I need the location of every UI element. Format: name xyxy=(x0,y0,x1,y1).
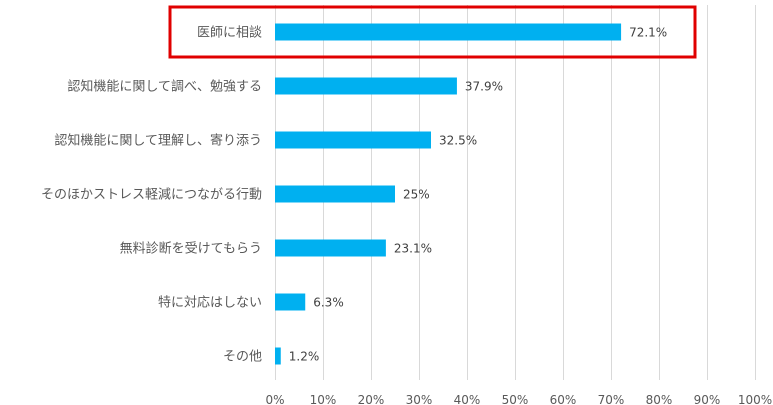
x-tick-label: 30% xyxy=(406,393,433,405)
bar xyxy=(275,239,386,257)
x-tick-label: 50% xyxy=(502,393,529,405)
data-label: 6.3% xyxy=(313,296,344,310)
grid-lines xyxy=(275,5,756,380)
bar xyxy=(275,23,622,41)
x-tick-label: 40% xyxy=(454,393,481,405)
x-tick-label: 60% xyxy=(550,393,577,405)
bar xyxy=(275,185,395,203)
category-label: 医師に相談 xyxy=(197,25,262,41)
category-label: 認知機能に関して理解し、寄り添う xyxy=(54,133,262,149)
data-label: 72.1% xyxy=(629,26,667,40)
bar xyxy=(275,293,306,311)
highlight-box xyxy=(168,5,697,59)
x-tick-label: 20% xyxy=(358,393,385,405)
x-tick-label: 90% xyxy=(694,393,721,405)
data-label: 37.9% xyxy=(465,80,503,94)
data-label: 1.2% xyxy=(289,350,320,364)
category-label: その他 xyxy=(223,350,262,365)
category-label: そのほかストレス軽減につながる行動 xyxy=(41,187,262,203)
data-label: 23.1% xyxy=(394,242,432,256)
bars xyxy=(275,23,622,365)
data-label: 25% xyxy=(403,188,430,202)
x-tick-label: 0% xyxy=(265,393,284,405)
data-labels: 72.1% 37.9% 32.5% 25% 23.1% 6.3% 1.2% xyxy=(289,26,667,364)
bar xyxy=(275,347,281,365)
bar xyxy=(275,77,457,95)
category-labels: 医師に相談認知機能に関して調べ、勉強する認知機能に関して理解し、寄り添うそのほか… xyxy=(41,25,262,365)
bar xyxy=(275,131,431,149)
x-tick-label: 100% xyxy=(738,393,772,405)
x-axis-tick-labels: 0% 10% 20% 30% 40% 50% 60% 70% 80% 90% 100% xyxy=(265,393,772,405)
x-tick-label: 10% xyxy=(310,393,337,405)
x-tick-label: 80% xyxy=(646,393,673,405)
category-label: 認知機能に関して調べ、勉強する xyxy=(67,79,262,95)
category-label: 無料診断を受けてもらう xyxy=(120,241,262,257)
x-tick-label: 70% xyxy=(598,393,625,405)
category-label: 特に対応はしない xyxy=(158,296,262,311)
data-label: 32.5% xyxy=(439,134,477,148)
